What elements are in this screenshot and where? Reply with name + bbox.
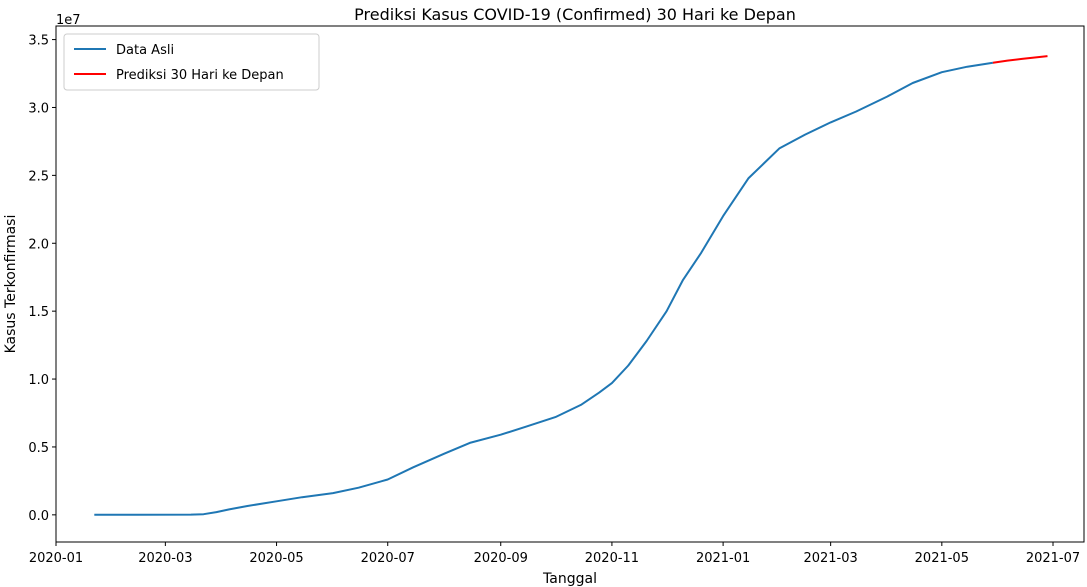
plot-frame [55, 25, 1085, 543]
legend-box [63, 33, 320, 91]
y-tick-label: 3.5 [28, 34, 49, 49]
series-line-data-asli [94, 61, 994, 516]
x-axis-label: Tanggal [542, 571, 597, 587]
chart-title: Prediksi Kasus COVID-19 (Confirmed) 30 H… [354, 5, 796, 24]
legend: Data Asli Prediksi 30 Hari ke Depan [63, 33, 320, 91]
series-line-prediksi [992, 55, 1048, 64]
x-axis: 2020-01 2020-03 2020-05 2020-07 2020-09 2020-… [29, 542, 1080, 566]
y-tick-label: 1.0 [28, 373, 49, 388]
x-tick-label: 2021-05 [915, 551, 969, 566]
legend-label-prediksi: Prediksi 30 Hari ke Depan [116, 68, 284, 83]
x-tick-label: 2020-01 [29, 551, 83, 566]
y-tick-label: 0.5 [28, 441, 49, 456]
x-tick-label: 2021-07 [1026, 551, 1080, 566]
x-tick-label: 2020-03 [138, 551, 192, 566]
x-tick-label: 2020-07 [361, 551, 415, 566]
y-tick-label: 2.0 [28, 237, 49, 252]
y-tick-label: 0.0 [28, 509, 49, 524]
x-tick-label: 2021-03 [803, 551, 857, 566]
y-axis-label: Kasus Terkonfirmasi [3, 215, 19, 354]
y-offset-label: 1e7 [56, 13, 81, 28]
y-axis: 0.0 0.5 1.0 1.5 2.0 2.5 3.0 3.5 [28, 34, 56, 524]
x-tick-label: 2020-05 [249, 551, 303, 566]
x-tick-label: 2021-01 [696, 551, 750, 566]
x-tick-label: 2020-09 [474, 551, 528, 566]
legend-label-data-asli: Data Asli [116, 43, 174, 58]
y-tick-label: 2.5 [28, 169, 49, 184]
series-lines [94, 55, 1048, 516]
x-tick-label: 2020-11 [585, 551, 639, 566]
y-tick-label: 3.0 [28, 101, 49, 116]
y-tick-label: 1.5 [28, 305, 49, 320]
